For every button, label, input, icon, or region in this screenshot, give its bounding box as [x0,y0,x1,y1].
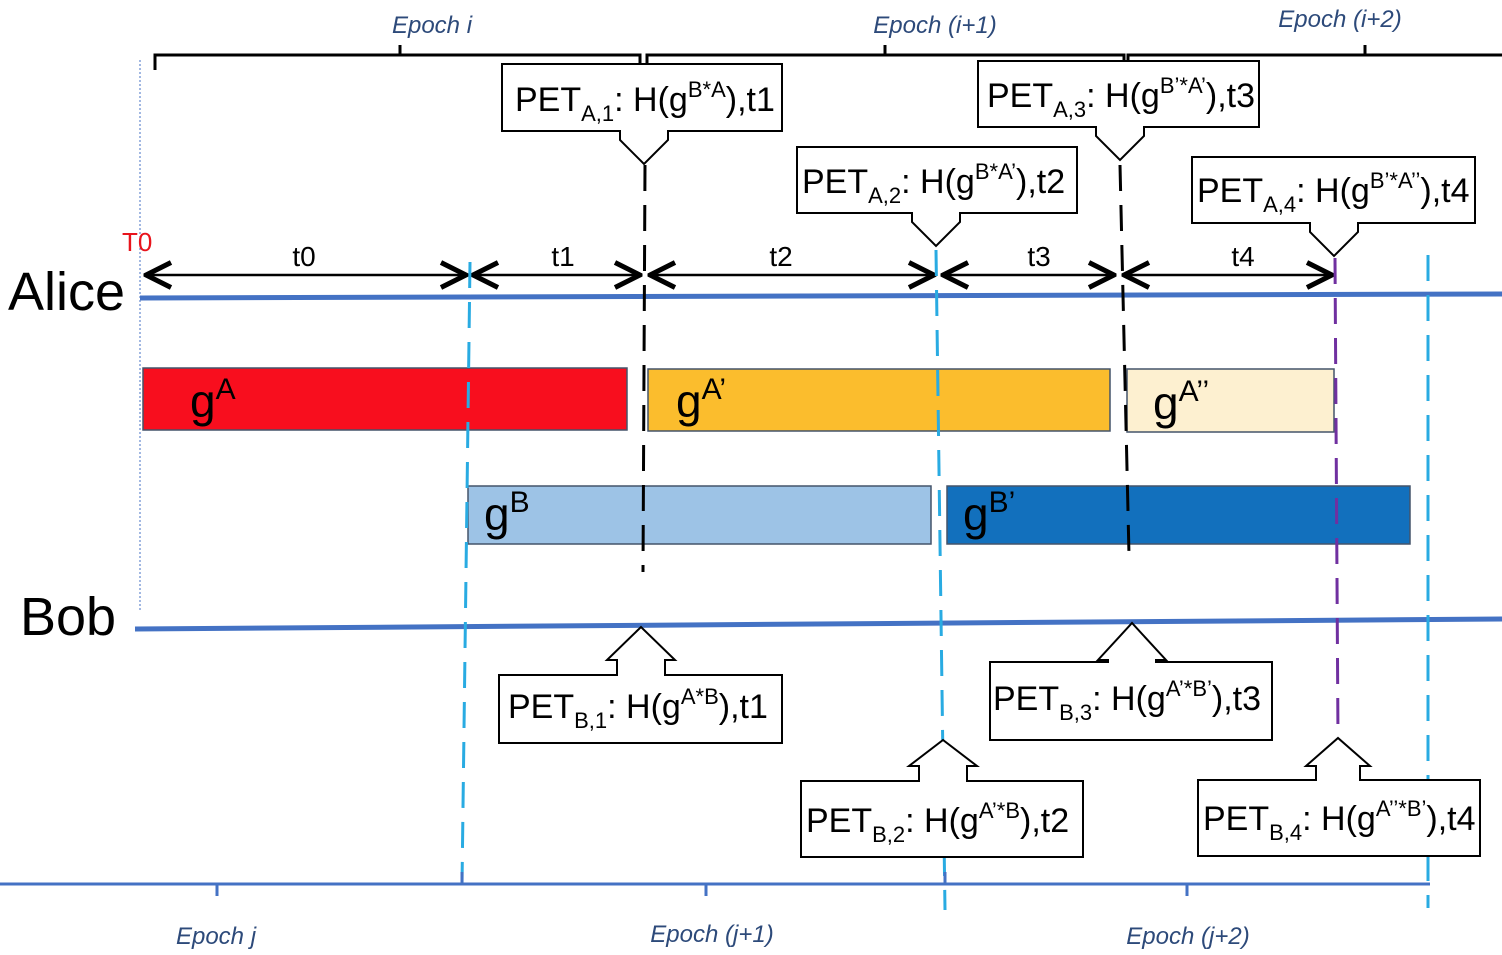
pet-text-B2: PETB,2: H(gA’*B),t2 [806,798,1069,847]
key-label-gA-double-prime: gA’’ [1153,375,1209,429]
epoch-j-label: Epoch j [176,923,257,950]
pet-callout-A2: PETA,2: H(gB*A’),t2 [796,146,1078,248]
key-bar-gA-prime [647,368,1111,432]
pet-text-B3: PETB,3: H(gA’*B’),t3 [993,676,1261,725]
pet-callout-B1: PETB,1: H(gA*B),t1 [498,625,783,744]
brace-epoch-i1 [645,45,1126,68]
key-bar-gB-prime [946,485,1411,545]
interval-t1-label: t1 [551,241,574,272]
pet-callout-A3: PETA,3: H(gB’*A’),t3 [977,60,1260,162]
bob-timeline [134,616,1502,632]
brace-epoch-i2 [1126,45,1502,68]
pet-text-A3: PETA,3: H(gB’*A’),t3 [987,73,1255,122]
t0-label: T0 [122,227,152,257]
key-bar-gA [142,367,628,431]
pet-text-A2: PETA,2: H(gB*A’),t2 [802,159,1065,208]
key-label-gA: gA [190,373,236,427]
pet-callout-B2: PETB,2: H(gA’*B),t2 [800,738,1084,858]
interval-t0-label: t0 [292,241,315,272]
key-bar-gB [467,485,932,545]
interval-t2-label: t2 [769,241,792,272]
pet-text-B1: PETB,1: H(gA*B),t1 [508,684,768,733]
epoch-i2-label: Epoch (i+2) [1278,6,1401,33]
key-bar-gA-double-prime [1126,368,1335,433]
epoch-i1-label: Epoch (i+1) [873,12,996,39]
alice-timeline [139,291,1502,301]
t4-end-marker [1333,257,1340,739]
bob-epoch-axis [0,872,1430,896]
bob-label: Bob [20,587,116,647]
interval-t3-label: t3 [1027,241,1050,272]
alice-boundary-1 [641,164,647,573]
key-label-gB-prime: gB’ [963,486,1015,540]
bob-boundary-1 [460,261,472,886]
pet-text-A4: PETA,4: H(gB’*A’’),t4 [1197,168,1470,217]
alice-boundary-2 [1118,164,1131,556]
epoch-j1-label: Epoch (j+1) [650,921,773,948]
pet-text-B4: PETB,4: H(gA’’*B’),t4 [1203,796,1476,845]
pet-callout-A4: PETA,4: H(gB’*A’’),t4 [1191,156,1476,258]
epoch-i-label: Epoch i [392,12,473,39]
pet-callout-B4: PETB,4: H(gA’’*B’),t4 [1197,736,1481,857]
brace-epoch-i [153,45,642,70]
epoch-j2-label: Epoch (j+2) [1126,923,1249,950]
pet-callout-A1: PETA,1: H(gB*A),t1 [501,63,783,166]
key-label-gA-prime: gA’ [676,373,726,427]
alice-epoch-braces [153,45,1502,70]
interval-t4-label: t4 [1231,241,1254,272]
alice-label: Alice [8,262,125,322]
key-label-gB: gB [484,486,530,540]
pet-callout-B3: PETB,3: H(gA’*B’),t3 [989,621,1273,741]
pet-text-A1: PETA,1: H(gB*A),t1 [515,77,775,126]
bob-boundary-2 [934,249,947,911]
